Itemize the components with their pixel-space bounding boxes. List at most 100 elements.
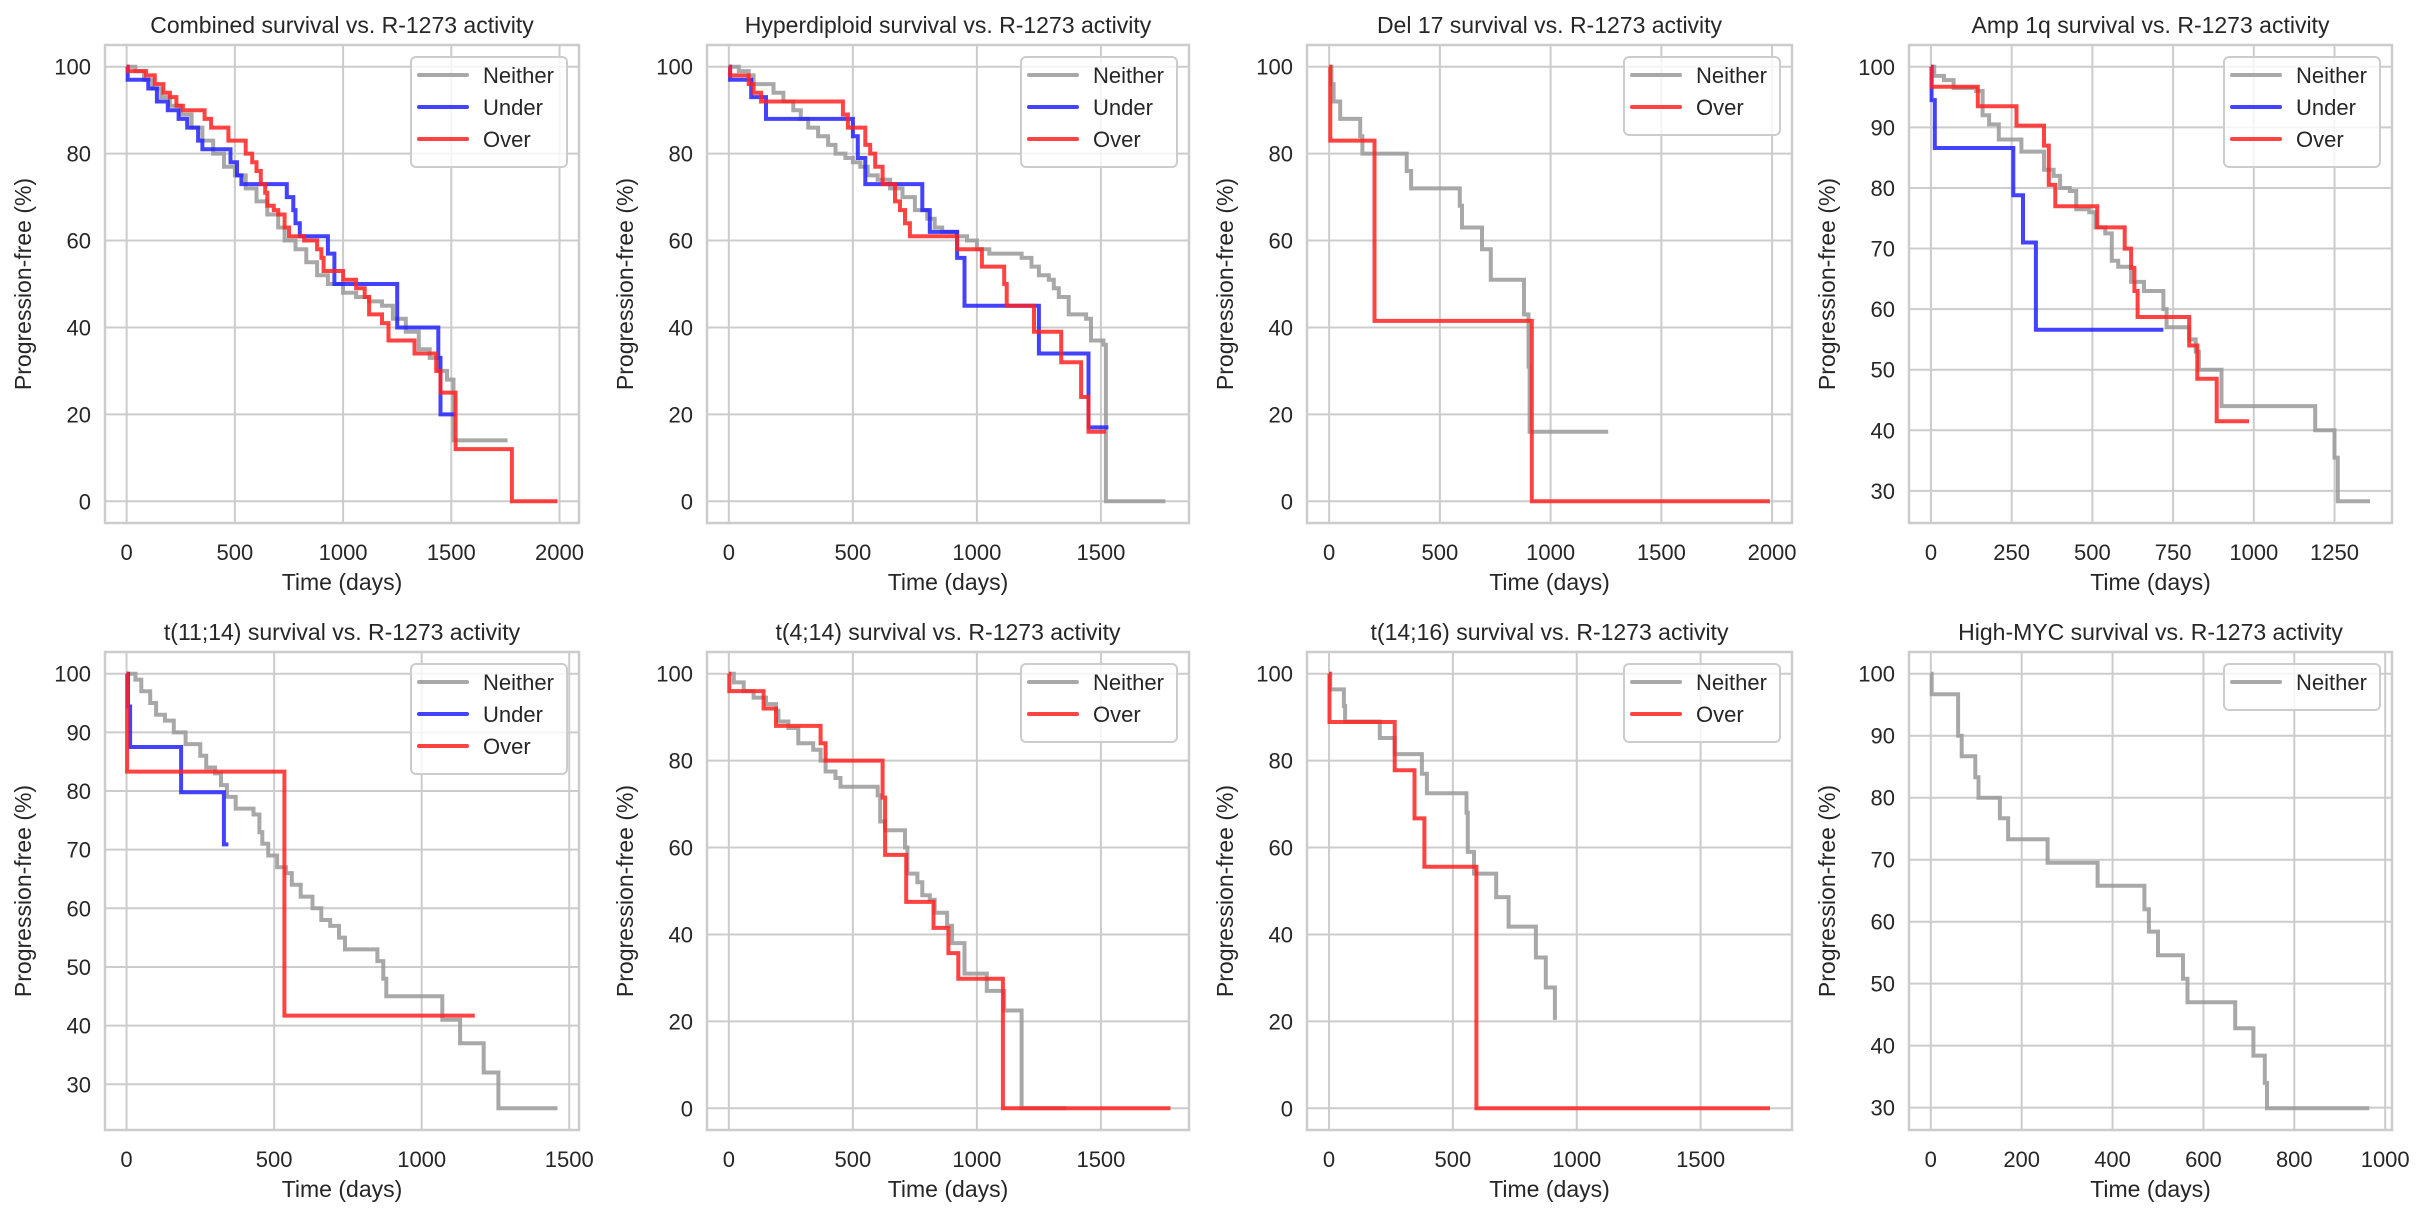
y-tick-label: 20 <box>669 1009 693 1034</box>
x-tick-label: 500 <box>2074 540 2111 565</box>
y-tick-label: 40 <box>1871 418 1895 443</box>
chart-title: Hyperdiploid survival vs. R-1273 activit… <box>745 12 1152 38</box>
axes-frame <box>1907 650 2394 1132</box>
legend: Neither Under Over <box>1020 56 1178 168</box>
axes-frame <box>1305 650 1794 1132</box>
x-axis-label: Time (days) <box>2090 569 2211 595</box>
series-group <box>1929 64 2370 504</box>
x-tick-label: 1500 <box>545 1147 594 1172</box>
legend-label: Neither <box>1093 670 1164 695</box>
x-tick-label: 500 <box>835 1147 872 1172</box>
axes-frame <box>705 650 1191 1132</box>
x-tick-label: 0 <box>723 1147 735 1172</box>
x-axis-label: Time (days) <box>1489 1176 1610 1202</box>
y-tick-label: 80 <box>1269 749 1293 774</box>
x-axis-label: Time (days) <box>282 569 403 595</box>
y-tick-label: 100 <box>54 662 91 687</box>
y-tick-label: 90 <box>1871 115 1895 140</box>
y-tick-label: 20 <box>1269 1009 1293 1034</box>
series-line-neither <box>126 671 558 1111</box>
legend-label: Under <box>1093 95 1153 120</box>
legend-item: Over <box>1027 702 1141 727</box>
legend-item: Over <box>417 127 531 152</box>
legend: Neither Under Over <box>2223 56 2381 168</box>
legend: Neither Over <box>1020 663 1178 743</box>
y-tick-label: 40 <box>1269 922 1293 947</box>
y-axis-label: Progression-free (%) <box>1814 178 1840 390</box>
y-tick-label: 60 <box>1269 836 1293 861</box>
y-tick-label: 40 <box>67 315 91 340</box>
legend-item: Over <box>1027 127 1141 152</box>
y-tick-label: 100 <box>656 662 693 687</box>
x-tick-label: 500 <box>1435 1147 1472 1172</box>
legend-item: Under <box>1027 95 1153 120</box>
y-tick-label: 80 <box>669 142 693 167</box>
y-tick-label: 60 <box>669 229 693 254</box>
x-tick-label: 1500 <box>1076 540 1125 565</box>
y-tick-label: 60 <box>67 229 91 254</box>
subplot-combined: 0 500 1000 1500 2000 0 20 40 60 80 100 Combined sur… <box>10 12 584 595</box>
subplot-del17: 0 500 1000 1500 2000 0 20 40 60 80 100 Del 17 survi… <box>1212 12 1797 595</box>
y-tick-label: 50 <box>1871 358 1895 383</box>
series-line-under <box>125 64 456 417</box>
legend-label: Neither <box>2296 63 2367 88</box>
legend-item: Neither <box>1027 670 1164 695</box>
x-tick-label: 1500 <box>1676 1147 1725 1172</box>
legend-item: Under <box>417 95 543 120</box>
series-group <box>125 64 558 504</box>
y-tick-label: 60 <box>1871 910 1895 935</box>
subplot-t14-16: 0 500 1000 1500 0 20 40 60 80 100 t(14;16) surviva… <box>1212 619 1794 1202</box>
legend-item: Under <box>417 702 543 727</box>
y-tick-label: 80 <box>1871 786 1895 811</box>
legend-item: Neither <box>2230 63 2367 88</box>
x-tick-label: 0 <box>1925 1147 1937 1172</box>
series-line-over <box>727 671 1171 1111</box>
legend-label: Under <box>483 702 543 727</box>
chart-title: t(11;14) survival vs. R-1273 activity <box>164 619 521 645</box>
x-tick-label: 500 <box>1422 540 1459 565</box>
legend-label: Neither <box>1696 670 1767 695</box>
y-axis-label: Progression-free (%) <box>612 178 638 390</box>
x-tick-label: 0 <box>121 540 133 565</box>
y-tick-label: 70 <box>67 838 91 863</box>
legend-label: Over <box>1093 127 1141 152</box>
y-tick-label: 40 <box>67 1014 91 1039</box>
legend-label: Over <box>1696 702 1744 727</box>
x-tick-label: 1000 <box>1552 1147 1601 1172</box>
chart-title: t(4;14) survival vs. R-1273 activity <box>775 619 1121 645</box>
x-tick-label: 500 <box>256 1147 293 1172</box>
series-line-over <box>1327 671 1770 1111</box>
legend-item: Neither <box>1630 670 1767 695</box>
y-tick-label: 30 <box>1871 1096 1895 1121</box>
y-tick-label: 100 <box>1256 55 1293 80</box>
legend: Neither Over <box>1623 56 1781 136</box>
x-tick-label: 500 <box>835 540 872 565</box>
y-axis-label: Progression-free (%) <box>1814 785 1840 997</box>
y-tick-label: 50 <box>67 955 91 980</box>
x-tick-label: 600 <box>2185 1147 2222 1172</box>
x-tick-label: 0 <box>1925 540 1937 565</box>
subplot-t4-14: 0 500 1000 1500 0 20 40 60 80 100 t(4;14) survival… <box>612 619 1191 1202</box>
y-tick-label: 80 <box>67 779 91 804</box>
legend-item: Over <box>1630 702 1744 727</box>
axes-frame <box>1305 43 1794 525</box>
series-line-neither <box>1929 671 2370 1111</box>
y-tick-label: 60 <box>1871 297 1895 322</box>
legend-item: Neither <box>1027 63 1164 88</box>
y-tick-label: 0 <box>681 489 693 514</box>
y-tick-label: 30 <box>67 1072 91 1097</box>
series-line-over <box>125 64 558 504</box>
x-tick-label: 0 <box>1323 540 1335 565</box>
y-tick-label: 30 <box>1871 479 1895 504</box>
axes-frame <box>103 650 581 1132</box>
legend-label: Neither <box>2296 670 2367 695</box>
series-group <box>1328 64 1770 504</box>
y-tick-label: 80 <box>1269 142 1293 167</box>
x-tick-label: 250 <box>1993 540 2030 565</box>
legend-label: Over <box>1696 95 1744 120</box>
legend-label: Under <box>483 95 543 120</box>
legend: Neither Under Over <box>410 663 568 775</box>
y-tick-label: 70 <box>1871 848 1895 873</box>
y-axis-label: Progression-free (%) <box>612 785 638 997</box>
